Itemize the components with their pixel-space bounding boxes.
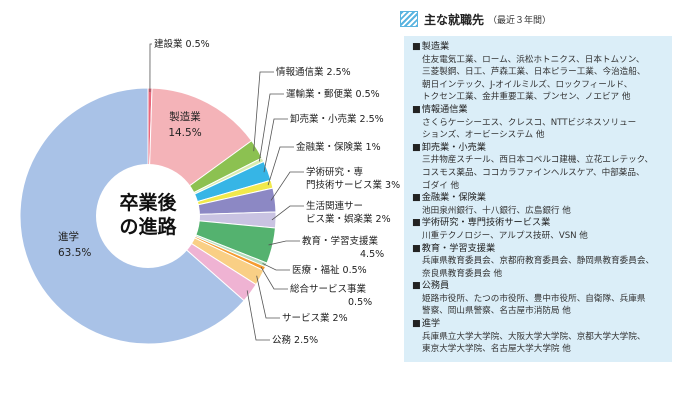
panel-note: （最近３年間） bbox=[488, 15, 552, 26]
category-name: 公務員 bbox=[412, 280, 668, 293]
category-group: 進学 兵庫県立大学大学院、大阪大学大学院、京都大学大学院、 東京大学大学院、名古… bbox=[412, 318, 668, 356]
slice-label: 金融業・保険業 1% bbox=[296, 141, 381, 153]
category-group: 情報通信業 さくらケーシーエス、クレスコ、NTTビジネスソリュー ションズ、オー… bbox=[412, 104, 668, 142]
category-name: 情報通信業 bbox=[412, 104, 668, 117]
slice-value-label: 14.5% bbox=[168, 127, 201, 139]
category-name: 進学 bbox=[412, 318, 668, 331]
category-name: 卸売業・小売業 bbox=[412, 142, 668, 155]
category-name: 金融業・保険業 bbox=[412, 192, 668, 205]
leader-line bbox=[260, 266, 288, 290]
stripe-icon bbox=[400, 11, 418, 27]
slice-label: ビス業・娯楽業 2% bbox=[306, 213, 391, 225]
category-group: 教育・学習支援業 兵庫県教育委員会、京都府教育委員会、静岡県教育委員会、 奈良県… bbox=[412, 243, 668, 281]
leader-line bbox=[256, 275, 280, 319]
slice-label: 卸売業・小売業 2.5% bbox=[290, 113, 384, 125]
slice-label: 門技術サービス業 3% bbox=[306, 179, 400, 191]
slice-label: 総合サービス事業 bbox=[290, 283, 367, 295]
category-companies: 池田泉州銀行、十八銀行、広島銀行 他 bbox=[422, 205, 571, 216]
category-companies: 住友電気工業、ローム、浜松ホトニクス、日本トムソン、 三菱製鋼、日工、芦森工業、… bbox=[422, 54, 646, 103]
leader-line bbox=[149, 43, 152, 93]
category-group: 金融業・保険業 池田泉州銀行、十八銀行、広島銀行 他 bbox=[412, 192, 668, 217]
slice-label: 運輸業・郵便業 0.5% bbox=[286, 88, 380, 100]
category-group: 卸売業・小売業 三井物産スチール、西日本コベルコ建機、立花エレテック、 コスモス… bbox=[412, 142, 668, 192]
center-label-line-2: の進路 bbox=[119, 215, 177, 238]
leader-line bbox=[262, 263, 290, 271]
category-companies: 川重テクノロジー、アルプス技研、VSN 他 bbox=[422, 230, 588, 241]
slice-value-label: 63.5% bbox=[58, 247, 91, 259]
leader-line bbox=[267, 146, 294, 186]
slice-label: 医療・福祉 0.5% bbox=[292, 264, 367, 276]
category-companies: さくらケーシーエス、クレスコ、NTTビジネスソリュー ションズ、オービーシステム… bbox=[422, 117, 637, 141]
employers-list: 製造業 住友電気工業、ローム、浜松ホトニクス、日本トムソン、 三菱製鋼、日工、芦… bbox=[412, 41, 668, 356]
slice-label: 生活関連サー bbox=[306, 200, 363, 212]
panel-header: 主な就職先 （最近３年間） bbox=[400, 8, 670, 30]
leader-line bbox=[268, 240, 300, 246]
pie-chart: 建設業 0.5% 製造業 14.5% 情報通信業 2.5% 運輸業・郵便業 0.5% 卸売… bbox=[19, 38, 400, 346]
category-group: 製造業 住友電気工業、ローム、浜松ホトニクス、日本トムソン、 三菱製鋼、日工、芦… bbox=[412, 41, 668, 104]
center-disc bbox=[96, 164, 200, 268]
category-group: 学術研究・専門技術サービス業 川重テクノロジー、アルプス技研、VSN 他 bbox=[412, 217, 668, 242]
leader-line bbox=[246, 290, 270, 341]
slice-label: 製造業 bbox=[169, 110, 201, 123]
category-name: 学術研究・専門技術サービス業 bbox=[412, 217, 668, 230]
category-companies: 兵庫県立大学大学院、大阪大学大学院、京都大学大学院、 東京大学大学院、名古屋大学… bbox=[422, 331, 646, 355]
leader-line bbox=[253, 71, 274, 152]
category-companies: 三井物産スチール、西日本コベルコ建機、立花エレテック、 コスモス薬品、ココカラフ… bbox=[422, 155, 654, 191]
category-name: 製造業 bbox=[412, 41, 668, 54]
category-name: 教育・学習支援業 bbox=[412, 243, 668, 256]
category-companies: 姫路市役所、たつの市役所、豊中市役所、自衛隊、兵庫県 警察、岡山県警察、名古屋市… bbox=[422, 293, 646, 317]
slice-value-label: 4.5% bbox=[360, 249, 384, 260]
slice-label: 教育・学習支援業 bbox=[302, 235, 379, 247]
leader-line bbox=[270, 171, 304, 201]
slice-label: 学術研究・専 bbox=[306, 166, 364, 178]
slice-labels: 建設業 0.5% 製造業 14.5% 情報通信業 2.5% 運輸業・郵便業 0.5% 卸売… bbox=[58, 38, 400, 346]
slice-label: 情報通信業 2.5% bbox=[276, 66, 351, 78]
slice-label: 建設業 0.5% bbox=[154, 38, 210, 50]
slice-label: 公務 2.5% bbox=[272, 334, 318, 346]
slice-label: サービス業 2% bbox=[282, 312, 348, 324]
slice-label: 0.5% bbox=[348, 297, 372, 308]
pie-slices bbox=[19, 87, 277, 345]
category-companies: 兵庫県教育委員会、京都府教育委員会、静岡県教育委員会、 奈良県教育委員会 他 bbox=[422, 256, 655, 279]
slice-label: 進学 bbox=[58, 230, 79, 243]
category-group: 公務員 姫路市役所、たつの市役所、豊中市役所、自衛隊、兵庫県 警察、岡山県警察、… bbox=[412, 280, 668, 318]
leader-lines bbox=[149, 43, 304, 341]
leader-line bbox=[258, 93, 284, 162]
center-label-line-1: 卒業後 bbox=[119, 191, 177, 214]
leader-line bbox=[271, 205, 304, 221]
panel-title: 主な就職先 bbox=[424, 12, 485, 27]
leader-line bbox=[263, 118, 288, 173]
